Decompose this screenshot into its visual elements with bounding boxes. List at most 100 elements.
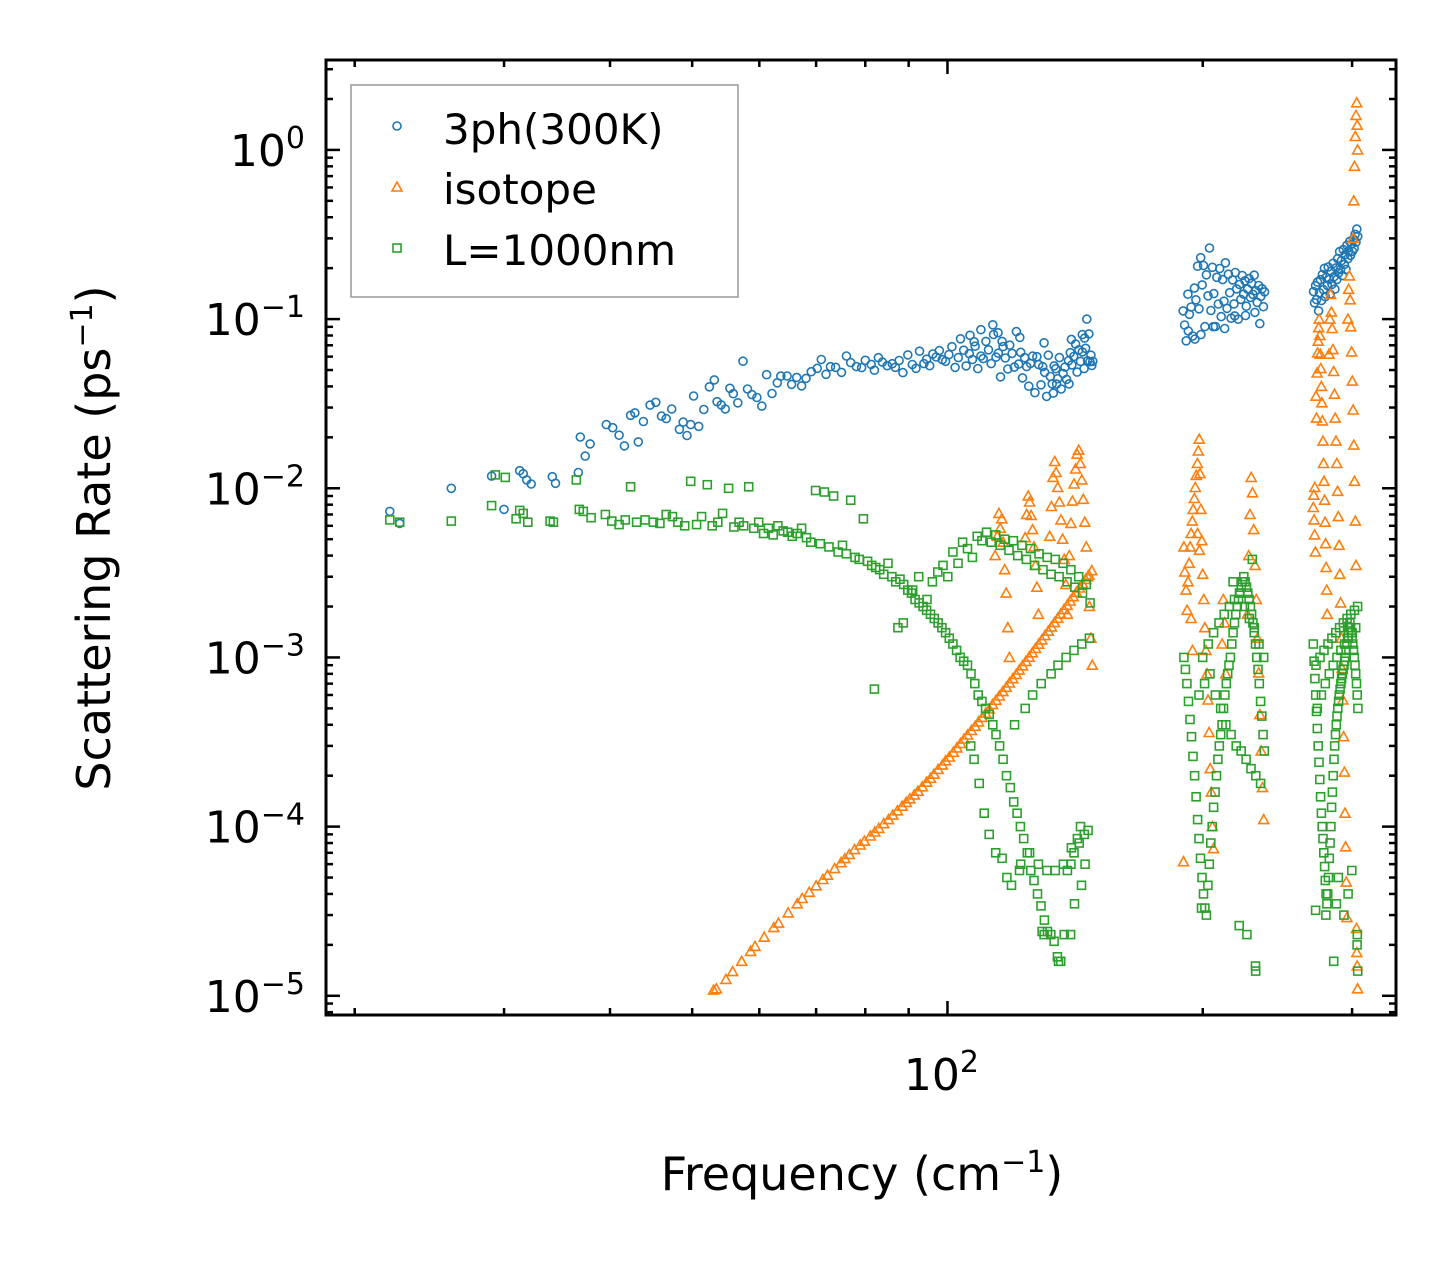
data-point xyxy=(768,530,779,540)
data-point xyxy=(1319,861,1330,872)
data-point xyxy=(1239,601,1250,612)
legend-label-3ph: 3ph(300K) xyxy=(443,105,663,154)
data-point xyxy=(1347,194,1361,206)
data-point xyxy=(1032,889,1043,899)
data-point xyxy=(1059,929,1069,940)
data-point xyxy=(995,372,1006,382)
data-point xyxy=(1046,569,1056,580)
data-point xyxy=(1308,480,1322,493)
data-point xyxy=(1073,571,1084,582)
data-point xyxy=(578,506,589,517)
data-point xyxy=(1246,486,1259,498)
data-point xyxy=(1321,910,1331,920)
data-point xyxy=(1203,639,1213,649)
data-point xyxy=(1328,387,1341,400)
data-point xyxy=(1352,929,1363,940)
data-point xyxy=(1023,495,1036,507)
data-point xyxy=(1066,564,1076,575)
data-point xyxy=(1056,532,1069,545)
data-point xyxy=(1073,456,1087,469)
data-point xyxy=(1329,754,1339,765)
data-point xyxy=(1066,334,1077,345)
data-point xyxy=(625,481,636,492)
data-point xyxy=(997,853,1007,864)
data-point xyxy=(1326,342,1340,355)
data-point xyxy=(1320,678,1331,689)
data-point xyxy=(1328,660,1338,671)
data-point xyxy=(1195,853,1206,864)
data-point xyxy=(1353,703,1363,714)
data-point xyxy=(1203,762,1217,774)
data-point xyxy=(1012,808,1022,819)
data-point xyxy=(1314,361,1328,374)
data-point xyxy=(1311,706,1322,717)
data-point xyxy=(1179,583,1193,595)
data-point xyxy=(1231,741,1241,751)
data-point xyxy=(685,476,696,487)
data-point xyxy=(1189,770,1200,781)
data-point xyxy=(580,451,591,461)
data-point xyxy=(810,485,821,496)
data-point xyxy=(805,537,816,548)
data-point xyxy=(1193,467,1207,479)
data-point xyxy=(1240,310,1251,321)
data-point xyxy=(1310,905,1321,916)
data-point xyxy=(1022,847,1033,858)
data-point xyxy=(1066,494,1079,506)
data-point xyxy=(1032,607,1045,620)
data-point xyxy=(821,868,834,881)
data-point xyxy=(1316,690,1327,700)
data-point xyxy=(1058,859,1069,870)
data-point xyxy=(962,543,973,554)
data-point xyxy=(1024,847,1035,858)
data-point xyxy=(586,512,596,523)
data-point xyxy=(1054,513,1068,525)
data-point xyxy=(1228,576,1238,587)
data-point xyxy=(1021,554,1032,565)
data-point xyxy=(961,361,971,371)
data-point xyxy=(728,388,739,399)
data-point xyxy=(1312,277,1323,287)
data-point xyxy=(704,381,715,392)
data-point xyxy=(1315,396,1329,408)
data-point xyxy=(638,416,649,427)
data-point xyxy=(1250,307,1260,318)
data-point xyxy=(1320,607,1334,620)
data-point xyxy=(1197,652,1208,663)
data-point xyxy=(1013,359,1024,369)
data-point xyxy=(1208,321,1219,332)
data-point xyxy=(526,479,537,489)
data-point xyxy=(735,954,749,967)
data-point xyxy=(1054,352,1065,363)
data-point xyxy=(1318,515,1332,528)
data-point xyxy=(993,348,1004,359)
data-point xyxy=(1036,678,1046,689)
data-point xyxy=(1322,898,1332,909)
data-point xyxy=(1239,571,1249,582)
data-point xyxy=(571,475,582,485)
data-point xyxy=(1042,865,1052,876)
data-point xyxy=(1048,388,1059,398)
data-point xyxy=(953,352,964,363)
data-point xyxy=(1311,346,1324,358)
data-point xyxy=(1328,770,1338,781)
data-point xyxy=(756,401,767,411)
data-point xyxy=(957,537,968,548)
data-point xyxy=(1207,842,1220,854)
data-point xyxy=(1042,552,1052,563)
data-point xyxy=(1203,880,1213,891)
data-point xyxy=(944,349,954,360)
data-point xyxy=(988,329,999,340)
data-point xyxy=(548,517,559,528)
data-point xyxy=(1020,703,1031,714)
data-point xyxy=(1004,340,1015,351)
data-point xyxy=(1329,741,1340,751)
data-point xyxy=(748,523,759,534)
data-point xyxy=(812,363,823,374)
data-point xyxy=(1077,639,1087,649)
data-point xyxy=(1322,889,1333,899)
data-point xyxy=(1332,538,1346,551)
y-tick-label: 10−5 xyxy=(205,967,305,1023)
data-point xyxy=(984,709,995,720)
legend-marker-1 xyxy=(390,180,404,192)
